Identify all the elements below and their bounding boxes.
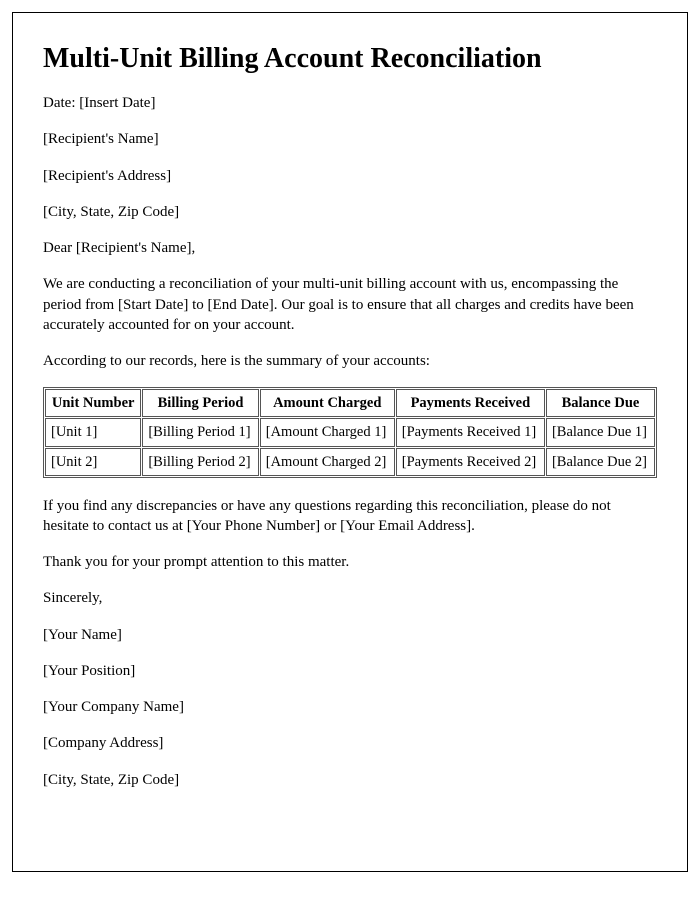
col-balance-due: Balance Due bbox=[546, 389, 655, 417]
recipient-address-line: [Recipient's Address] bbox=[43, 166, 657, 186]
recipient-name-line: [Recipient's Name] bbox=[43, 129, 657, 149]
summary-lead: According to our records, here is the su… bbox=[43, 351, 657, 371]
thank-you-line: Thank you for your prompt attention to t… bbox=[43, 552, 657, 572]
cell: [Balance Due 2] bbox=[546, 448, 655, 476]
sender-name-line: [Your Name] bbox=[43, 625, 657, 645]
table-row: [Unit 2] [Billing Period 2] [Amount Char… bbox=[45, 448, 655, 476]
sender-company-line: [Your Company Name] bbox=[43, 697, 657, 717]
discrepancy-paragraph: If you find any discrepancies or have an… bbox=[43, 496, 657, 537]
page-title: Multi-Unit Billing Account Reconciliatio… bbox=[43, 43, 657, 75]
date-line: Date: [Insert Date] bbox=[43, 93, 657, 113]
col-billing-period: Billing Period bbox=[142, 389, 258, 417]
table-header-row: Unit Number Billing Period Amount Charge… bbox=[45, 389, 655, 417]
col-unit-number: Unit Number bbox=[45, 389, 141, 417]
cell: [Unit 2] bbox=[45, 448, 141, 476]
company-city-line: [City, State, Zip Code] bbox=[43, 770, 657, 790]
cell: [Amount Charged 1] bbox=[260, 418, 395, 446]
document-page: Multi-Unit Billing Account Reconciliatio… bbox=[12, 12, 688, 872]
intro-paragraph: We are conducting a reconciliation of yo… bbox=[43, 274, 657, 335]
cell: [Unit 1] bbox=[45, 418, 141, 446]
cell: [Billing Period 1] bbox=[142, 418, 258, 446]
cell: [Payments Received 1] bbox=[396, 418, 545, 446]
col-amount-charged: Amount Charged bbox=[260, 389, 395, 417]
table-row: [Unit 1] [Billing Period 1] [Amount Char… bbox=[45, 418, 655, 446]
accounts-table: Unit Number Billing Period Amount Charge… bbox=[43, 387, 657, 477]
company-address-line: [Company Address] bbox=[43, 733, 657, 753]
cell: [Billing Period 2] bbox=[142, 448, 258, 476]
cell: [Amount Charged 2] bbox=[260, 448, 395, 476]
col-payments-received: Payments Received bbox=[396, 389, 545, 417]
recipient-city-line: [City, State, Zip Code] bbox=[43, 202, 657, 222]
cell: [Balance Due 1] bbox=[546, 418, 655, 446]
sender-position-line: [Your Position] bbox=[43, 661, 657, 681]
cell: [Payments Received 2] bbox=[396, 448, 545, 476]
salutation: Dear [Recipient's Name], bbox=[43, 238, 657, 258]
closing-line: Sincerely, bbox=[43, 588, 657, 608]
